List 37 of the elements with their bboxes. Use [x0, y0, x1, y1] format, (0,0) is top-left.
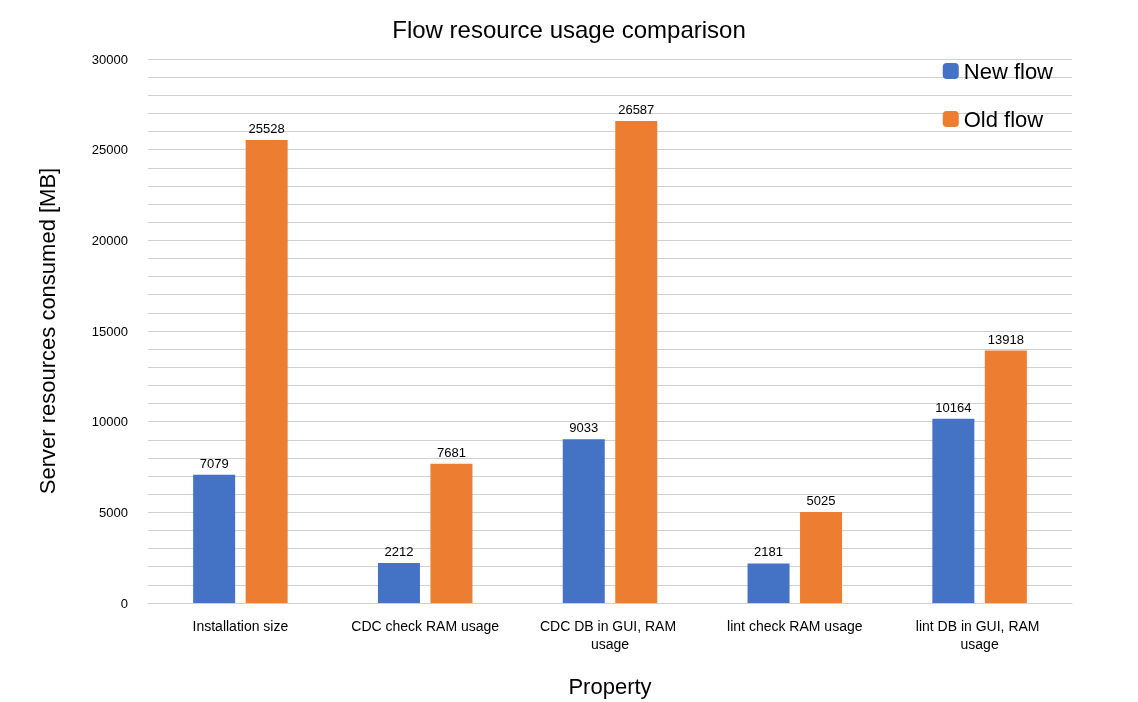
y-tick-label: 30000 [91, 51, 128, 67]
x-tick-label: lint DB in GUI, RAM usage [915, 618, 1044, 652]
x-tick-label: Installation size [192, 618, 289, 634]
legend-label: Old flow [963, 106, 1044, 132]
data-label: 13918 [987, 331, 1024, 347]
y-tick-label: 10000 [91, 414, 128, 430]
x-tick-label: CDC check RAM usage [351, 618, 500, 634]
y-tick-label: 0 [120, 595, 128, 611]
chart-title: Flow resource usage comparison [392, 15, 746, 43]
data-label: 7079 [199, 455, 229, 471]
data-label: 10164 [935, 399, 972, 415]
x-tick-label: lint check RAM usage [727, 618, 863, 634]
y-tick-label: 15000 [91, 323, 128, 339]
y-tick-label: 20000 [91, 232, 128, 248]
x-axis-title: Property [568, 673, 652, 699]
bar [562, 439, 605, 603]
y-axis-title: Server resources consumed [MB] [34, 167, 60, 495]
bar [800, 511, 843, 603]
data-label: 26587 [618, 101, 655, 117]
bar [615, 120, 658, 603]
legend-label: New flow [963, 58, 1054, 84]
data-label: 2181 [754, 544, 784, 560]
bar [984, 350, 1027, 603]
bar [193, 474, 236, 603]
bar [430, 463, 473, 603]
bar [245, 140, 288, 603]
bar [377, 562, 420, 603]
bar [747, 563, 790, 603]
data-label: 25528 [248, 121, 285, 137]
x-tick-label: CDC DB in GUI, RAM usage [539, 618, 681, 652]
data-label: 2212 [384, 543, 414, 559]
data-label: 9033 [569, 420, 599, 436]
data-label: 5025 [806, 492, 836, 508]
data-label: 7681 [436, 444, 466, 460]
y-tick-label: 5000 [99, 504, 128, 520]
bar [932, 418, 975, 603]
y-tick-label: 25000 [91, 142, 128, 158]
